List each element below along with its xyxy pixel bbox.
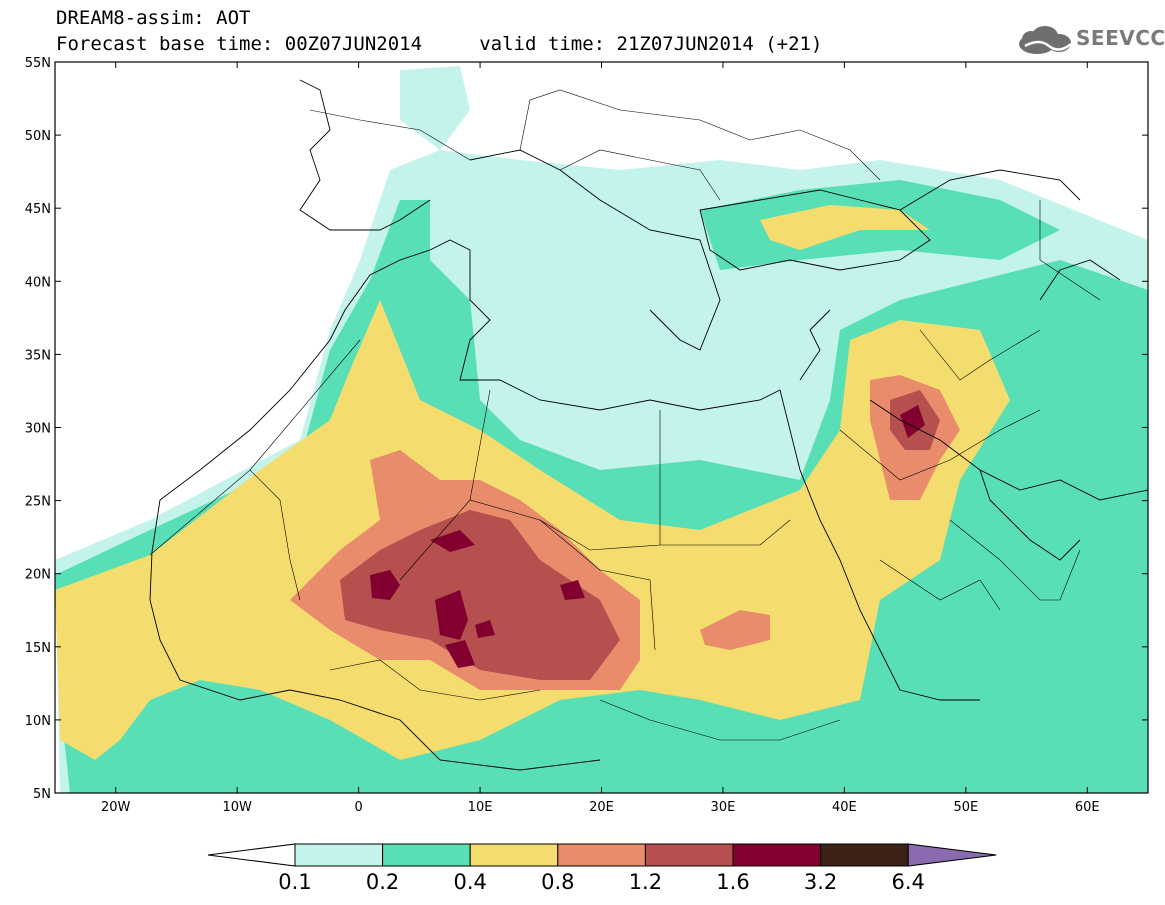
lat-tick-label: 30N xyxy=(25,422,51,437)
lat-tick-label: 40N xyxy=(25,275,51,290)
aot-field xyxy=(55,62,1148,793)
colorbar-swatch xyxy=(469,843,559,867)
lon-tick-label: 10E xyxy=(468,800,493,815)
lat-tick-label: 5N xyxy=(33,787,51,802)
aot-contour-1.6-e xyxy=(560,580,585,600)
colorbar-label: 0.4 xyxy=(453,870,486,894)
colorbar-swatch xyxy=(732,843,822,867)
aot-contour-0.8-east xyxy=(700,610,770,650)
aot-contour-0.1-north xyxy=(400,66,470,150)
logo-text: SEEVCCC xyxy=(1076,26,1165,50)
lat-tick-label: 10N xyxy=(25,714,51,729)
forecast-times: Forecast base time: 00Z07JUN2014 valid t… xyxy=(56,33,823,55)
lon-tick-label: 30E xyxy=(711,800,736,815)
lon-tick-label: 20W xyxy=(101,800,131,815)
aot-contour-1.6-c xyxy=(445,640,475,668)
aot-contour-1.6-a xyxy=(370,570,400,600)
colorbar-label: 0.8 xyxy=(541,870,574,894)
colorbar-swatch xyxy=(557,843,646,867)
lat-tick-label: 20N xyxy=(25,568,51,583)
lon-tick-label: 20E xyxy=(589,800,614,815)
latitude-axis: 5N 10N 15N 20N 25N 30N 35N 40N 45N 50N 55N xyxy=(25,56,1148,802)
colorbar-label: 6.4 xyxy=(891,870,924,894)
colorbar-label: 0.2 xyxy=(366,870,399,894)
country-borders xyxy=(149,89,1101,741)
colorbar-high-arrow xyxy=(907,843,997,867)
colorbar-swatch xyxy=(644,843,734,867)
lon-tick-label: 0 xyxy=(354,800,362,815)
map-title: DREAM8-assim: AOT xyxy=(56,7,251,29)
lon-tick-label: 10W xyxy=(222,800,252,815)
colorbar-label: 0.1 xyxy=(278,870,311,894)
lat-tick-label: 15N xyxy=(25,641,51,656)
aot-colorbar: 0.1 0.2 0.4 0.8 1.2 1.6 3.2 6.4 xyxy=(207,843,997,894)
lat-tick-label: 25N xyxy=(25,495,51,510)
aot-contour-1.6-d xyxy=(430,530,475,552)
coastlines xyxy=(149,79,1148,771)
colorbar-label: 1.6 xyxy=(716,870,749,894)
cloud-icon xyxy=(1019,26,1072,54)
lat-tick-label: 45N xyxy=(25,202,51,217)
longitude-axis: 20W 10W 0 10E 20E 30E 40E 50E 60E xyxy=(101,62,1100,815)
aot-contour-1.6-f xyxy=(475,620,495,638)
aot-contour-1.2 xyxy=(340,510,620,680)
colorbar-label: 3.2 xyxy=(804,870,837,894)
colorbar-low-arrow xyxy=(207,843,296,867)
colorbar-swatch xyxy=(294,843,384,867)
colorbar-swatch xyxy=(820,843,909,867)
aot-contour-0.4-north xyxy=(760,205,930,250)
lat-tick-label: 50N xyxy=(25,129,51,144)
lon-tick-label: 60E xyxy=(1075,800,1100,815)
colorbar-label: 1.2 xyxy=(629,870,662,894)
aot-contour-1.6-b xyxy=(435,590,468,640)
lon-tick-label: 40E xyxy=(832,800,857,815)
lon-tick-label: 50E xyxy=(953,800,978,815)
lat-tick-label: 35N xyxy=(25,348,51,363)
lat-tick-label: 55N xyxy=(25,56,51,71)
colorbar-swatch xyxy=(382,843,471,867)
